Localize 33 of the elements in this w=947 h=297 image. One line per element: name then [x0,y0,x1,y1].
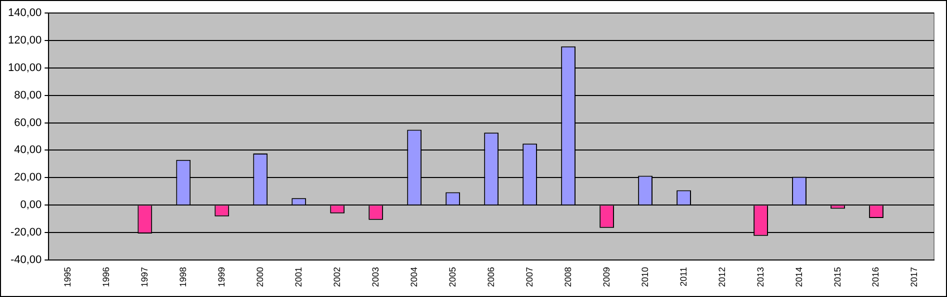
x-tick-label: 2004 [408,266,419,288]
y-tick-label: -40,00 [10,254,42,266]
y-tick-label: 140,00 [8,7,42,20]
x-tick-label: 2003 [370,266,380,288]
y-tick-label: -20,00 [10,226,42,239]
y-tick-label: 100,00 [8,62,42,74]
x-tick-label: 2000 [254,266,265,288]
x-tick-label: 2013 [755,266,766,288]
x-tick-label: 1999 [216,266,226,288]
x-tick-label: 1997 [139,266,150,288]
x-tick-label: 2010 [640,266,650,288]
x-tick-label: 2007 [524,266,534,288]
y-tick-label: 60,00 [14,116,42,129]
x-tick-label: 2001 [293,266,304,288]
x-tick-label: 1998 [178,266,188,288]
x-tick-label: 1996 [100,266,111,288]
x-tick-label: 2014 [794,266,804,288]
x-tick-label: 2008 [562,266,573,288]
x-tick-label: 2011 [678,266,688,286]
x-tick-label: 2009 [601,266,612,288]
x-tick-label: 2005 [447,266,458,288]
x-tick-label: 2002 [332,266,342,288]
y-tick-label: 40,00 [14,144,42,156]
x-tick-label: 2006 [486,266,496,288]
y-tick-label: 0,00 [20,199,42,212]
x-tick-label: 2015 [832,266,842,288]
x-tick-label: 2012 [716,266,727,288]
x-tick-label: 2017 [909,266,920,288]
x-tick-label: 1995 [62,266,72,288]
y-tick-label: 120,00 [8,34,42,46]
y-tick-label: 20,00 [14,172,42,184]
y-tick-label: 80,00 [14,89,42,102]
x-tick-label: 2016 [870,266,881,288]
